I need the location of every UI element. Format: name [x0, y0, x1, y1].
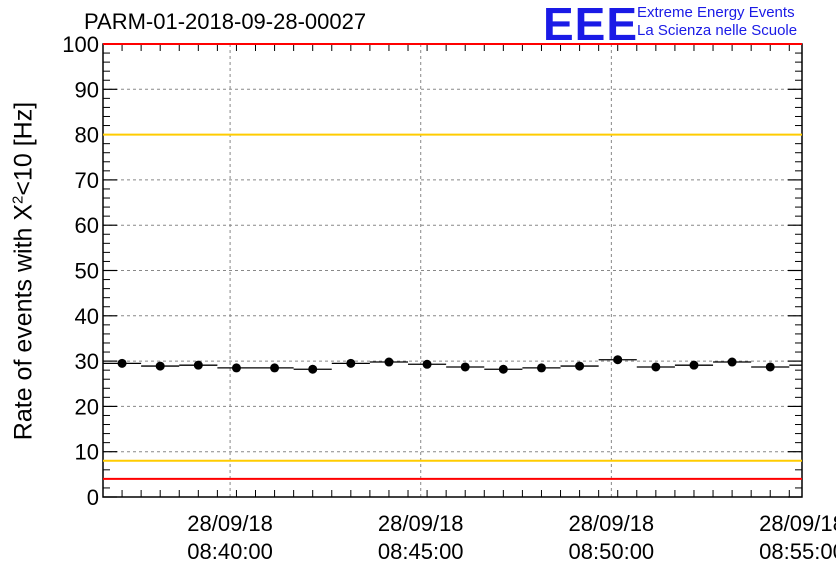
data-point [727, 357, 737, 367]
logo-caption: Extreme Energy Events La Scienza nelle S… [637, 4, 797, 40]
data-point [765, 362, 775, 372]
data-point [231, 363, 241, 373]
data-point [575, 361, 585, 371]
y-tick-label: 50 [75, 259, 99, 284]
logo-caption-line1: Extreme Energy Events [637, 4, 795, 21]
x-tick-label-date: 28/09/18 [187, 511, 273, 536]
y-tick-label: 20 [75, 394, 99, 419]
chart-title: PARM-01-2018-09-28-00027 [84, 9, 367, 34]
y-tick-label: 90 [75, 77, 99, 102]
y-tick-label: 80 [75, 123, 99, 148]
data-point [651, 362, 661, 372]
data-point [270, 363, 280, 373]
y-tick-label: 100 [62, 32, 99, 57]
data-point [536, 363, 546, 373]
y-tick-label: 60 [75, 213, 99, 238]
data-point [308, 364, 318, 374]
data-point [460, 362, 470, 372]
x-tick-label-time: 08:45:00 [378, 539, 464, 564]
data-point [346, 358, 356, 368]
y-tick-label: 70 [75, 168, 99, 193]
y-tick-label: 10 [75, 440, 99, 465]
data-point [689, 360, 699, 370]
x-tick-label-time: 08:55:00 [759, 539, 836, 564]
data-point [193, 360, 203, 370]
x-tick-label-date: 28/09/18 [378, 511, 464, 536]
data-point [117, 358, 127, 368]
x-tick-label-date: 28/09/18 [759, 511, 836, 536]
data-point [155, 361, 165, 371]
x-tick-label-time: 08:50:00 [569, 539, 655, 564]
eee-logo: EEE [543, 0, 639, 50]
y-tick-label: 40 [75, 304, 99, 329]
y-tick-label: 0 [87, 485, 99, 510]
data-point [422, 359, 432, 369]
data-point [498, 364, 508, 374]
data-point [384, 357, 394, 367]
data-point [613, 355, 623, 365]
logo-caption-line2: La Scienza nelle Scuole [637, 22, 798, 39]
y-tick-label: 30 [75, 349, 99, 374]
x-tick-label-time: 08:40:00 [187, 539, 273, 564]
x-tick-label-date: 28/09/18 [569, 511, 655, 536]
